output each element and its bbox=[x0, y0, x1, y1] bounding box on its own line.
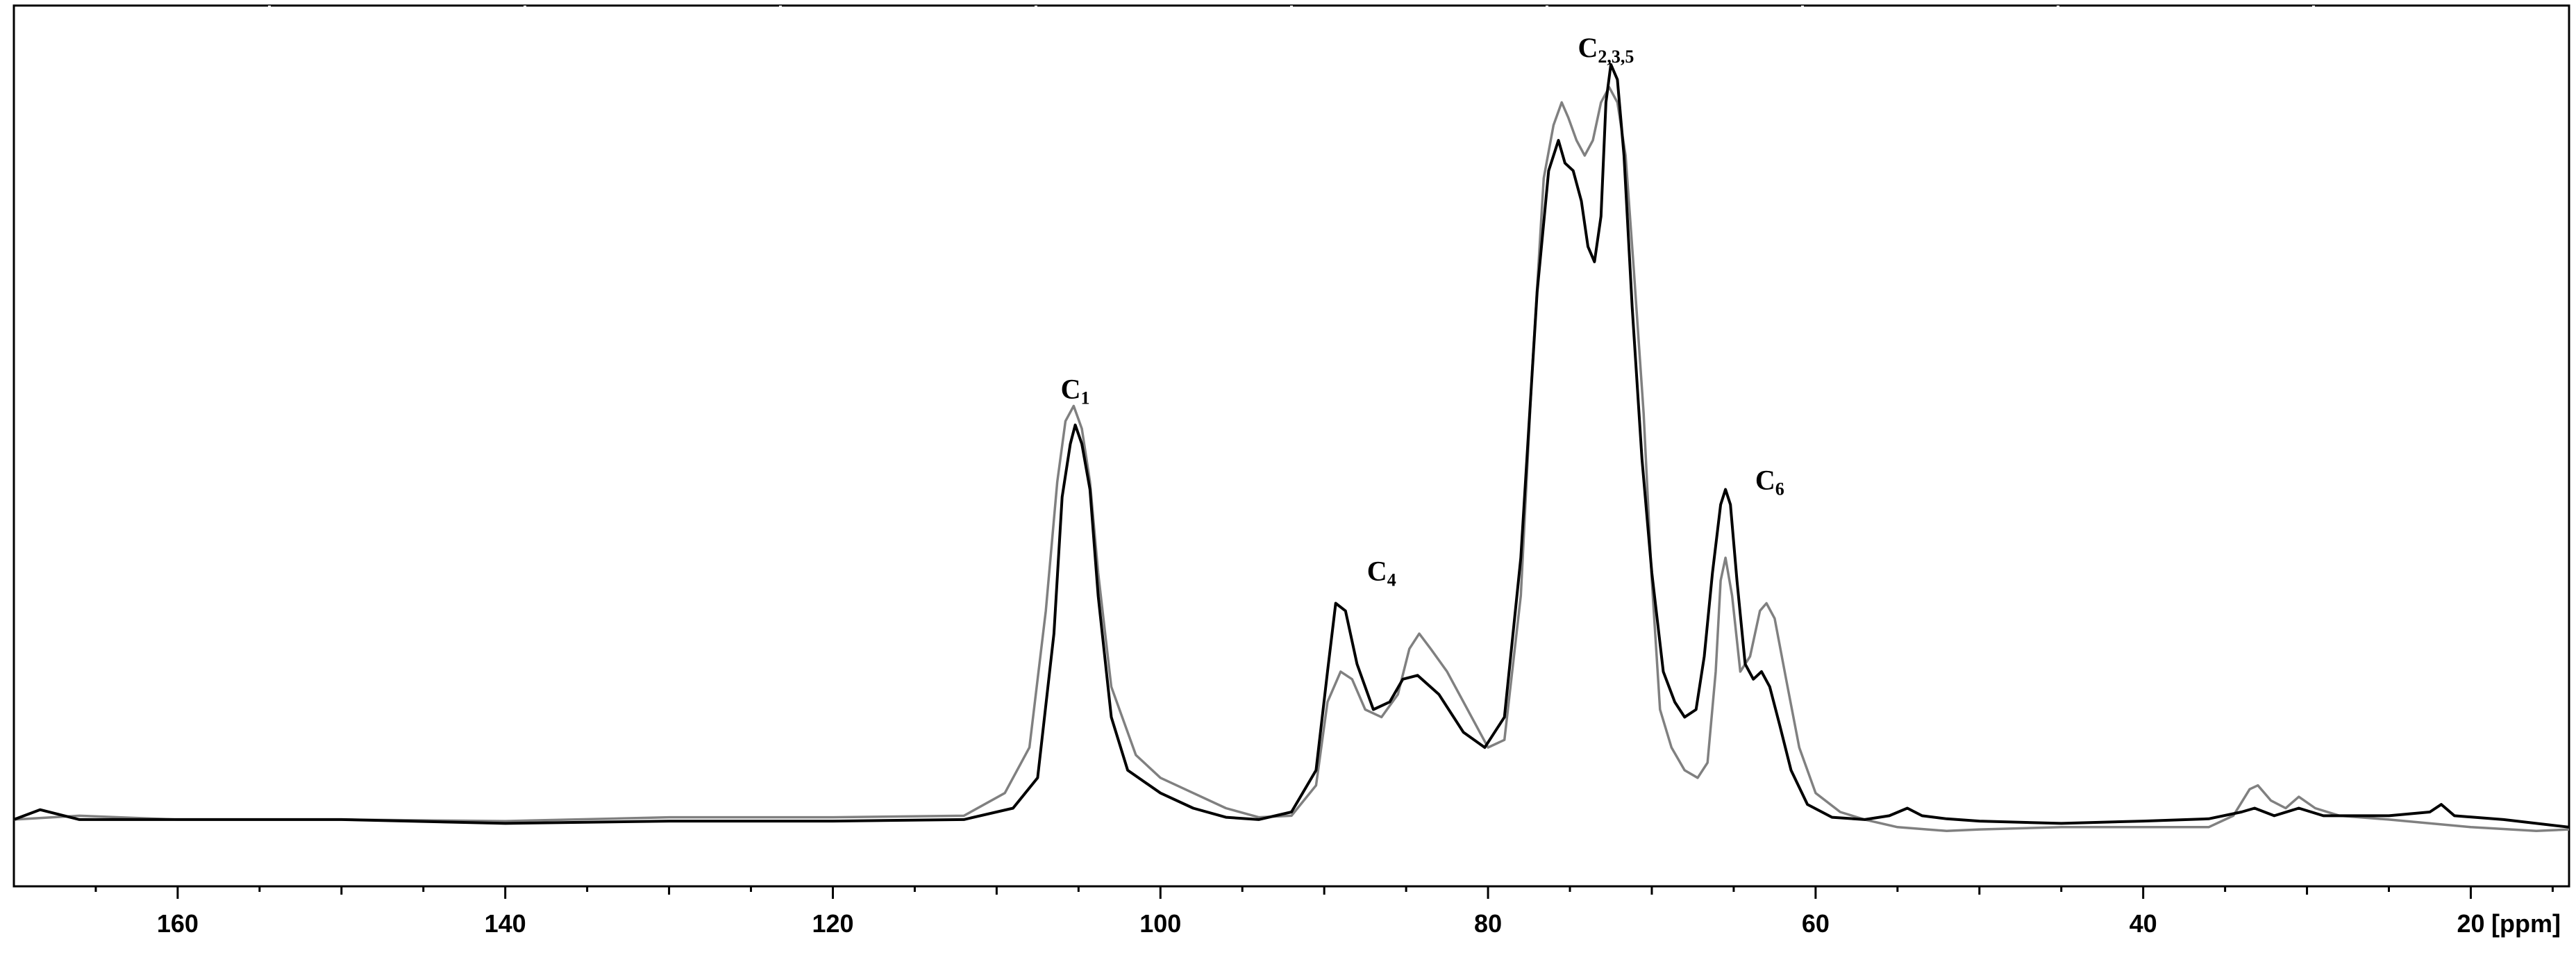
plot-frame bbox=[12, 4, 2570, 888]
x-tick-label: 120 bbox=[812, 909, 853, 938]
peak-annotations: C1 C4 C2,3,5 C6 bbox=[1061, 32, 1784, 590]
x-tick-label: 100 bbox=[1139, 909, 1181, 938]
frame-top-ticks bbox=[268, 6, 2315, 10]
x-tick-label: 40 bbox=[2130, 909, 2157, 938]
series-line-gray bbox=[13, 85, 2570, 833]
x-axis-unit-label: [ppm] bbox=[2491, 909, 2561, 938]
peak-annotation: C2,3,5 bbox=[1578, 32, 1634, 67]
x-tick-label: 160 bbox=[157, 909, 199, 938]
x-tick-label: 20 bbox=[2457, 909, 2484, 938]
x-tick-label: 140 bbox=[485, 909, 526, 938]
x-axis: 160 140 120 100 80 60 40 20 bbox=[94, 886, 2554, 938]
x-tick-label: 80 bbox=[1474, 909, 1502, 938]
series-line-black bbox=[13, 63, 2570, 829]
peak-annotation: C1 bbox=[1061, 374, 1090, 408]
x-tick-label: 60 bbox=[1802, 909, 1830, 938]
series-layer bbox=[13, 63, 2570, 833]
peak-annotation: C6 bbox=[1755, 465, 1784, 499]
peak-annotation: C4 bbox=[1367, 556, 1396, 590]
